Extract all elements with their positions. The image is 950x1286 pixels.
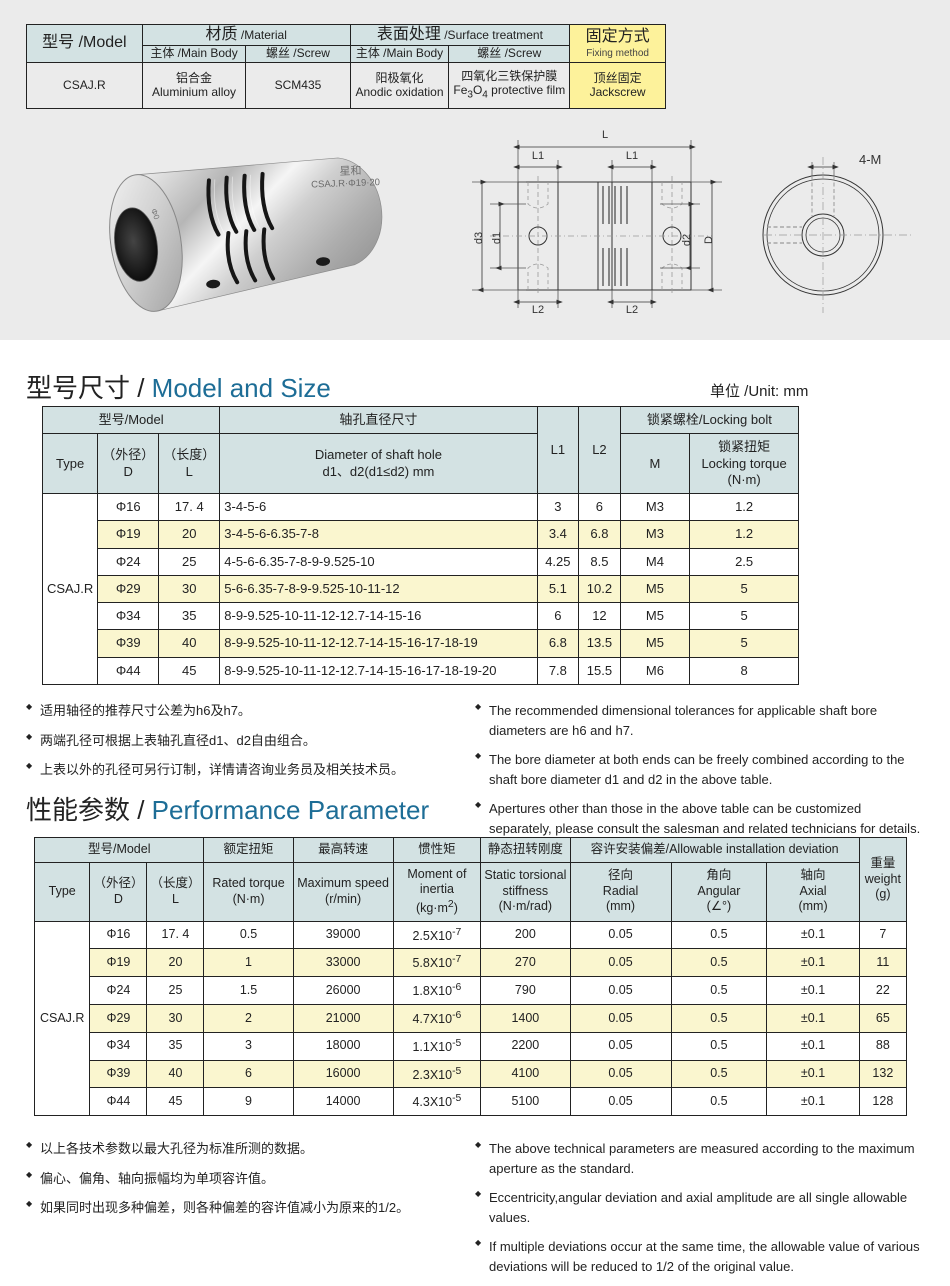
svg-text:4-M: 4-M xyxy=(859,152,881,167)
svg-text:d2: d2 xyxy=(681,234,693,246)
svg-text:星和: 星和 xyxy=(339,164,361,178)
svg-text:L2: L2 xyxy=(626,304,638,316)
svg-text:L1: L1 xyxy=(532,150,544,162)
svg-text:D: D xyxy=(703,236,715,244)
svg-text:d3: d3 xyxy=(473,232,485,244)
svg-text:d1: d1 xyxy=(491,232,503,244)
svg-text:L1: L1 xyxy=(626,150,638,162)
svg-text:L: L xyxy=(602,129,608,141)
svg-text:L2: L2 xyxy=(532,304,544,316)
